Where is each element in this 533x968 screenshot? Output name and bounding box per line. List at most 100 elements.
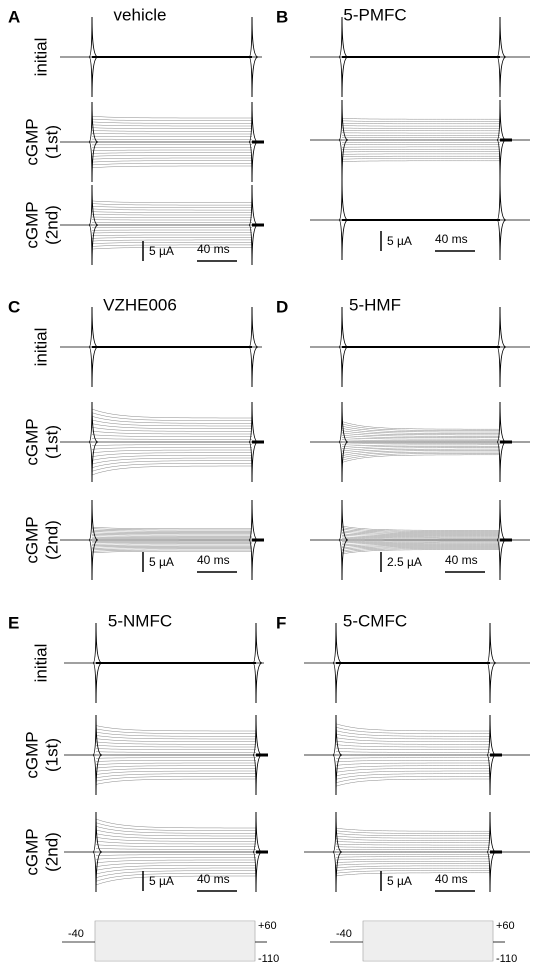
- protocol-start: -40: [68, 928, 84, 940]
- current-trace: [335, 863, 490, 866]
- current-trace: [341, 443, 500, 445]
- capacitive-transient: [88, 401, 99, 483]
- capacitive-transient: [252, 811, 263, 893]
- current-trace: [335, 870, 490, 874]
- capacitive-transient: [496, 179, 507, 261]
- current-trace: [95, 738, 256, 742]
- current-trace: [91, 149, 252, 151]
- current-trace: [341, 160, 500, 162]
- panel-letter: A: [8, 7, 20, 26]
- capacitive-transient: [88, 16, 99, 98]
- current-trace: [91, 216, 252, 218]
- current-trace: [95, 867, 256, 875]
- current-trace: [95, 865, 256, 871]
- current-trace: [91, 452, 252, 457]
- current-trace: [91, 438, 252, 440]
- current-trace: [91, 447, 252, 450]
- current-trace: [341, 125, 500, 127]
- current-trace: [341, 542, 500, 545]
- current-trace: [341, 434, 500, 438]
- current-trace: [95, 837, 256, 842]
- current-trace: [335, 778, 490, 787]
- current-trace: [335, 744, 490, 748]
- current-trace: [335, 856, 490, 858]
- current-trace: [91, 430, 252, 435]
- current-trace: [91, 535, 252, 537]
- capacitive-transient: [332, 622, 343, 704]
- scale-time-label: 40 ms: [197, 872, 230, 886]
- current-trace: [91, 547, 252, 549]
- current-trace: [335, 872, 490, 877]
- current-trace: [335, 858, 490, 861]
- capacitive-transient: [338, 179, 349, 261]
- trace-group: [310, 99, 530, 181]
- current-trace: [95, 854, 256, 856]
- current-trace: [95, 757, 256, 759]
- current-trace: [91, 434, 252, 437]
- scale-current-label: 5 µA: [149, 244, 174, 258]
- current-trace: [91, 444, 252, 446]
- scale-time-label: 40 ms: [435, 232, 468, 246]
- current-trace: [335, 768, 490, 773]
- capacitive-transient: [486, 714, 497, 796]
- current-trace: [335, 776, 490, 783]
- current-trace: [95, 728, 256, 734]
- current-trace: [341, 428, 500, 434]
- current-trace: [91, 152, 252, 154]
- trace-group: [304, 714, 530, 796]
- row-label: cGMP: [22, 201, 41, 248]
- current-trace: [91, 234, 252, 236]
- current-trace: [91, 208, 252, 211]
- current-trace: [91, 534, 252, 536]
- trace-group: [310, 16, 530, 98]
- current-trace: [91, 408, 252, 419]
- capacitive-transient: [496, 16, 507, 98]
- scale-time-label: 40 ms: [445, 553, 478, 567]
- capacitive-transient: [248, 16, 259, 98]
- current-trace: [91, 423, 252, 429]
- current-trace: [341, 450, 500, 456]
- protocol-start: -40: [336, 928, 352, 940]
- trace-group: [310, 179, 530, 261]
- capacitive-transient: [486, 622, 497, 704]
- current-trace: [91, 419, 252, 427]
- panel-title: 5-NMFC: [108, 611, 172, 630]
- current-trace: [91, 543, 252, 545]
- current-trace: [341, 549, 500, 555]
- current-trace: [91, 526, 252, 530]
- current-trace: [91, 416, 252, 424]
- current-trace: [95, 776, 256, 782]
- current-trace: [335, 733, 490, 740]
- current-trace: [95, 833, 256, 839]
- current-trace: [335, 841, 490, 844]
- current-trace: [335, 865, 490, 869]
- capacitive-transient: [252, 622, 263, 704]
- capacitive-transient: [92, 811, 103, 893]
- current-trace: [341, 423, 500, 431]
- current-trace: [335, 830, 490, 834]
- capacitive-transient: [88, 499, 99, 581]
- current-trace: [91, 532, 252, 535]
- current-trace: [91, 214, 252, 216]
- current-trace: [91, 127, 252, 129]
- current-trace: [91, 211, 252, 213]
- row-label: cGMP: [22, 418, 41, 465]
- panel-letter: D: [276, 297, 288, 316]
- current-trace: [95, 859, 256, 864]
- current-trace: [91, 548, 252, 551]
- trace-group: [64, 622, 264, 704]
- current-trace: [335, 770, 490, 777]
- current-trace: [335, 751, 490, 753]
- protocol-low: -110: [496, 953, 517, 965]
- current-trace: [335, 757, 490, 759]
- current-trace: [91, 118, 252, 121]
- current-trace: [95, 829, 256, 837]
- current-trace: [341, 530, 500, 534]
- current-trace: [91, 550, 252, 554]
- current-trace: [341, 447, 500, 452]
- current-trace: [335, 867, 490, 871]
- capacitive-transient: [496, 499, 507, 581]
- row-label: (1st): [42, 738, 61, 772]
- capacitive-transient: [92, 622, 103, 704]
